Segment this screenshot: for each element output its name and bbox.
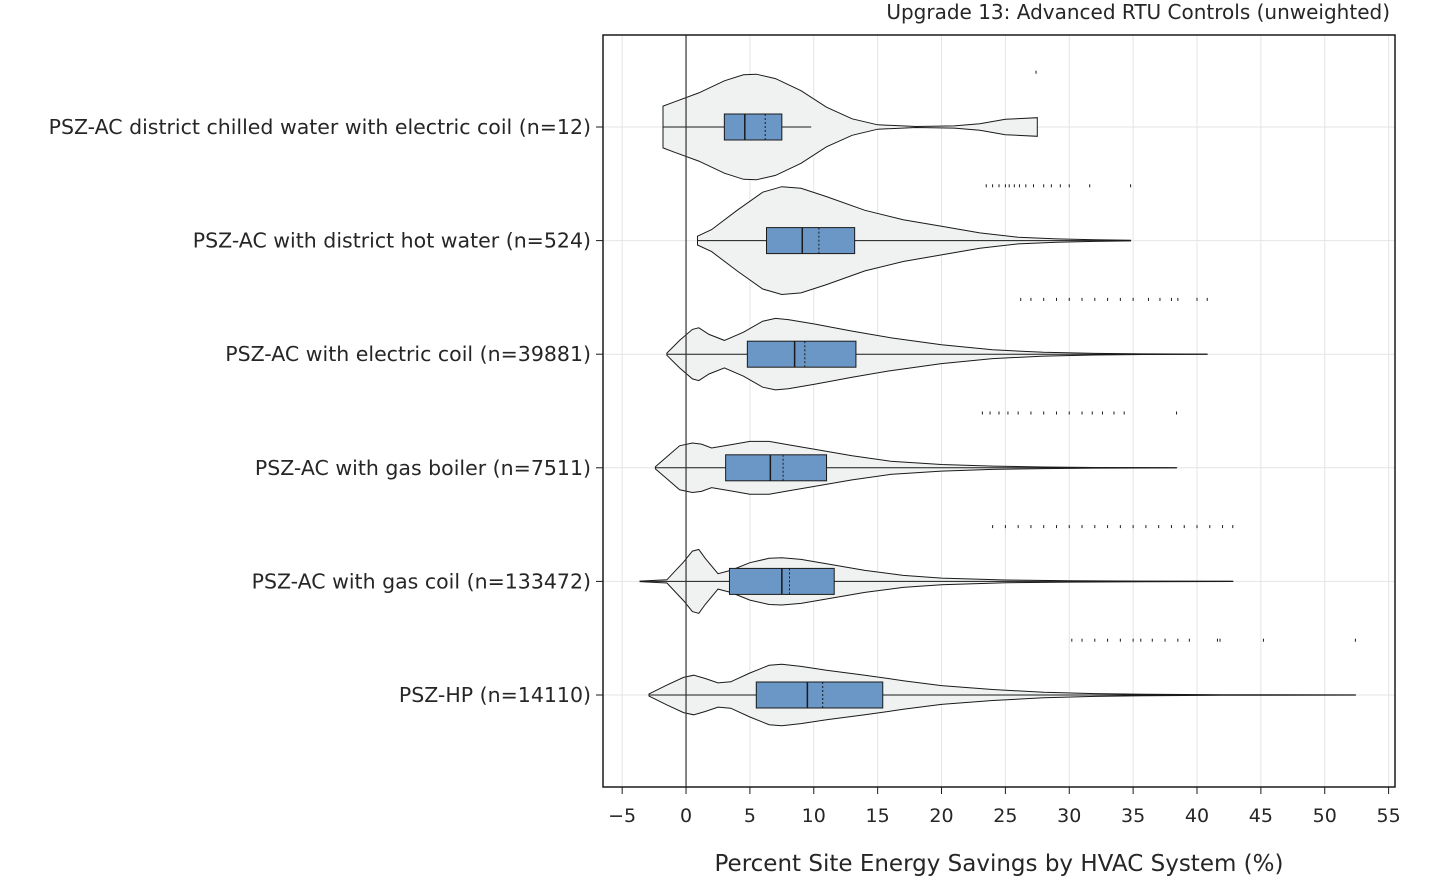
violin-body <box>662 73 1038 181</box>
chart-title: Upgrade 13: Advanced RTU Controls (unwei… <box>886 0 1390 24</box>
x-tick-label: 0 <box>680 805 692 827</box>
x-tick-label: 15 <box>866 805 890 827</box>
violin-group <box>648 638 1356 727</box>
category-label: PSZ-AC with gas coil (n=133472) <box>252 569 591 593</box>
x-tick-label: 40 <box>1185 805 1209 827</box>
iqr-box <box>723 113 783 141</box>
axes-frame <box>602 34 1396 788</box>
iqr-box <box>766 227 856 255</box>
x-tick-label: 35 <box>1121 805 1145 827</box>
violin-group <box>666 297 1208 391</box>
violin-group <box>662 70 1038 181</box>
category-label: PSZ-AC with district hot water (n=524) <box>193 229 591 253</box>
iqr-box <box>725 454 828 482</box>
x-tick-label: −5 <box>608 805 636 827</box>
x-tick-label: 20 <box>929 805 953 827</box>
iqr-box <box>755 681 884 709</box>
category-label: PSZ-AC with gas boiler (n=7511) <box>255 456 591 480</box>
violin-group <box>654 411 1178 495</box>
x-axis-label: Percent Site Energy Savings by HVAC Syst… <box>715 851 1284 877</box>
plot-frame <box>602 34 1396 788</box>
y-axis-labels: PSZ-AC district chilled water with elect… <box>49 115 603 707</box>
x-tick-label: 55 <box>1377 805 1401 827</box>
x-tick-label: 10 <box>802 805 826 827</box>
violins <box>639 70 1356 727</box>
category-label: PSZ-HP (n=14110) <box>399 683 591 707</box>
x-tick-label: 30 <box>1057 805 1081 827</box>
violin-group <box>697 184 1132 296</box>
violin-group <box>639 525 1234 614</box>
x-axis-ticks: −5 0 5 10 15 20 25 30 35 40 45 50 55 <box>608 787 1401 827</box>
x-tick-label: 50 <box>1313 805 1337 827</box>
x-tick-label: 45 <box>1249 805 1273 827</box>
x-tick-label: 25 <box>993 805 1017 827</box>
category-label: PSZ-AC with electric coil (n=39881) <box>225 342 591 366</box>
iqr-box <box>746 340 857 368</box>
category-label: PSZ-AC district chilled water with elect… <box>49 115 591 139</box>
x-tick-label: 5 <box>744 805 756 827</box>
